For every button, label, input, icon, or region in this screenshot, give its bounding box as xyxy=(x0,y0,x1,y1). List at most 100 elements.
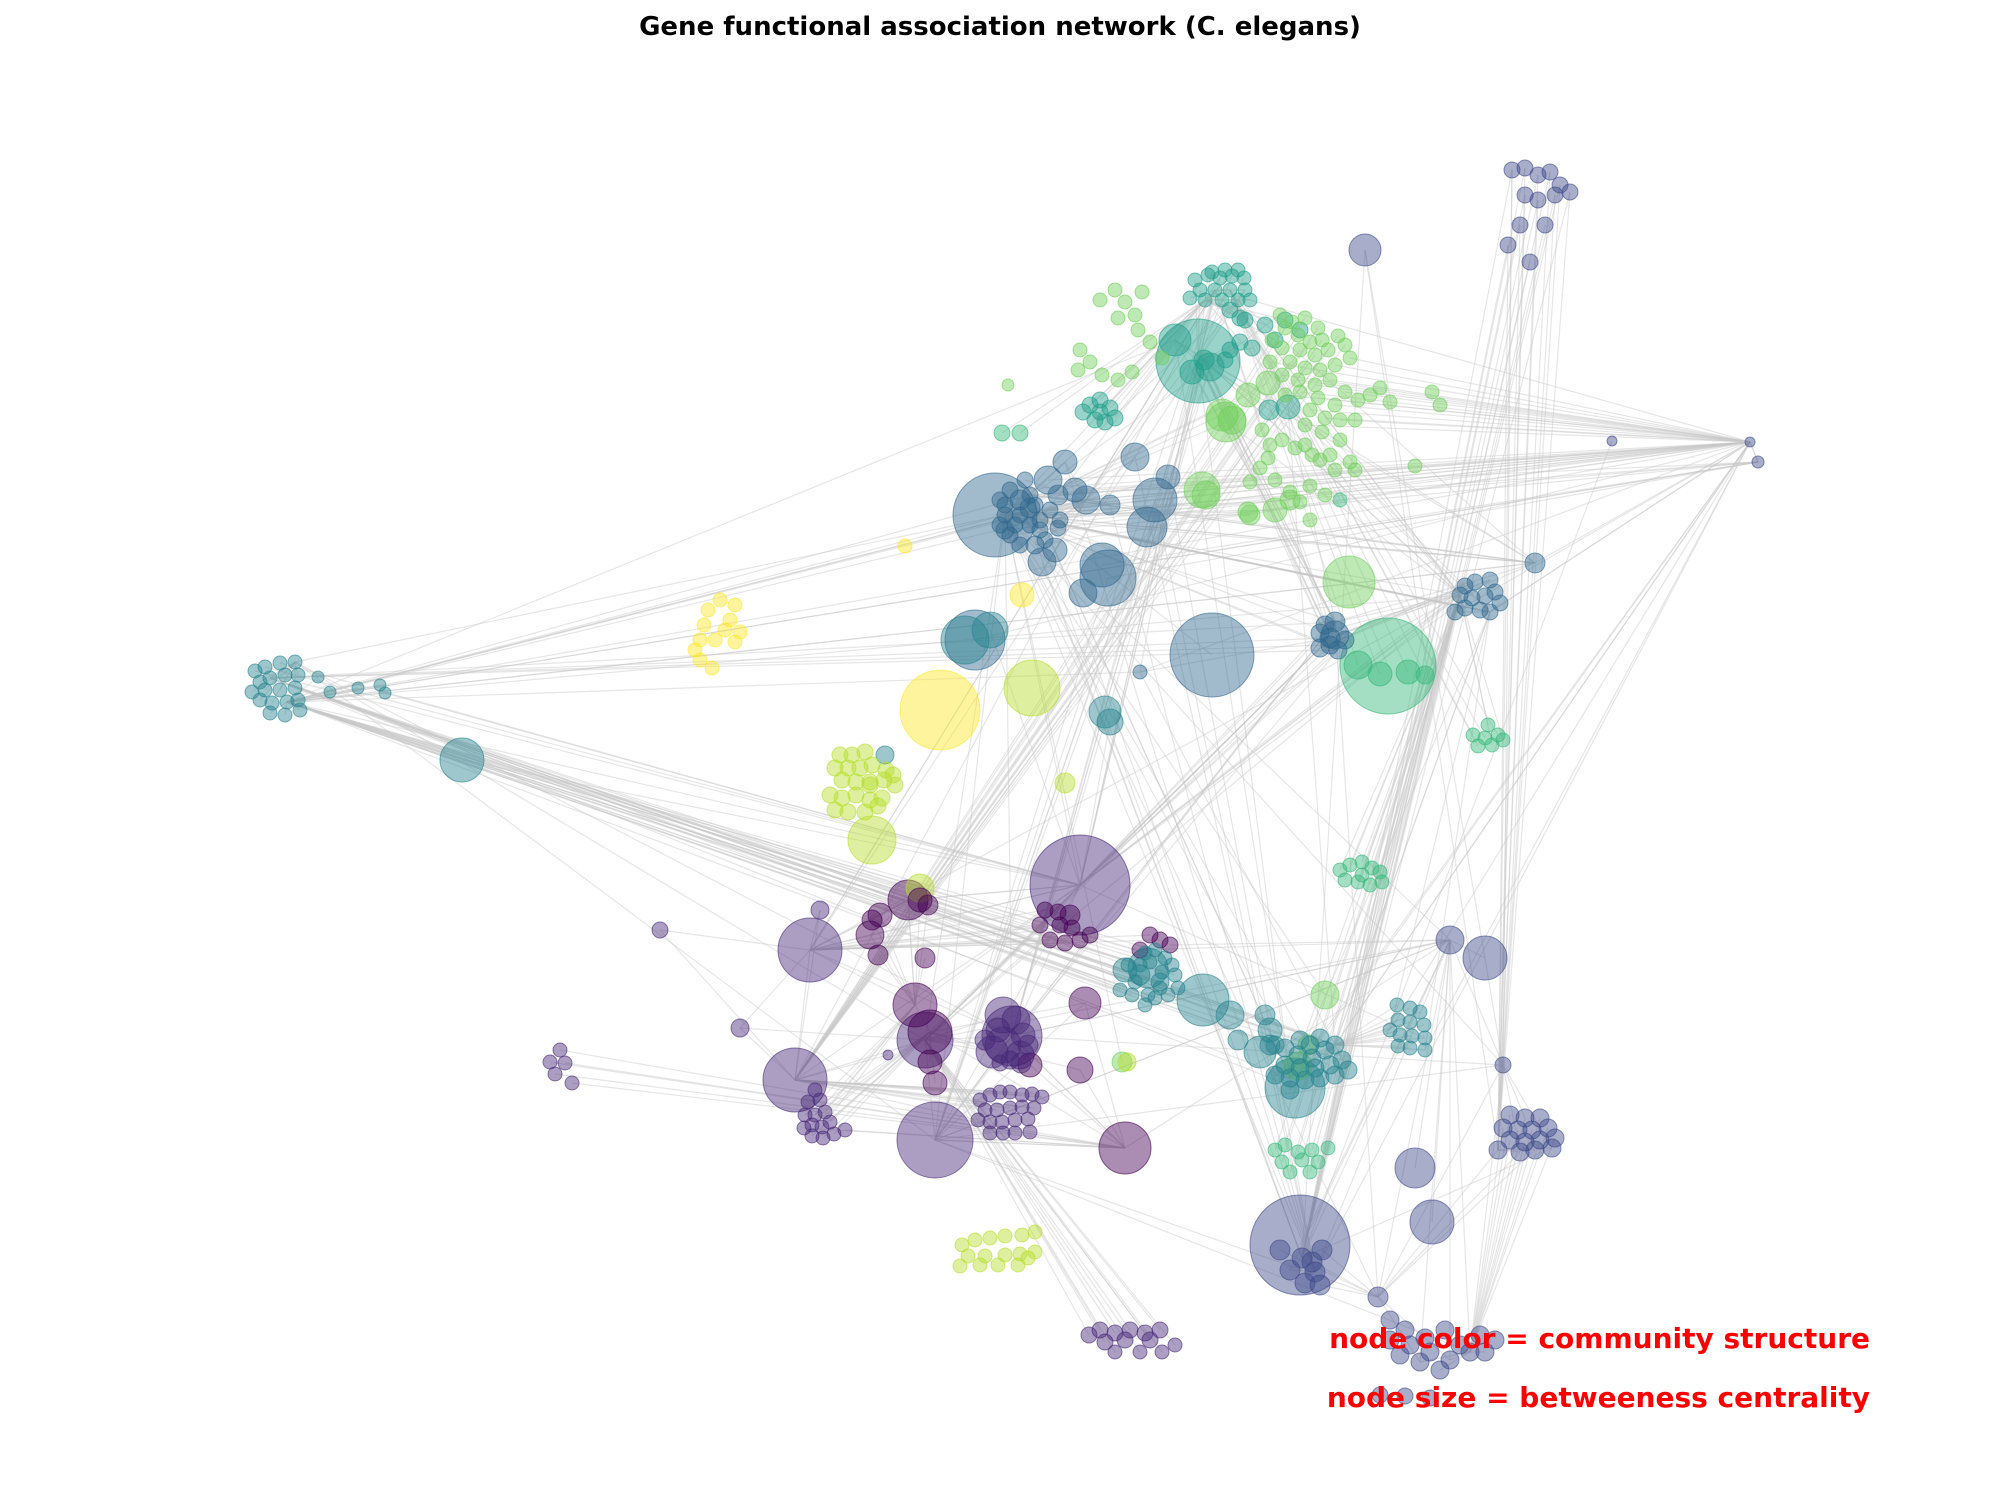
gene-node xyxy=(1430,1360,1450,1380)
edge xyxy=(1459,594,1493,746)
edge xyxy=(1309,409,1751,443)
edge xyxy=(794,1079,1011,1093)
edge xyxy=(1203,359,1461,596)
edge xyxy=(1301,939,1451,1259)
gene-node xyxy=(1510,1142,1530,1162)
edge xyxy=(1377,1064,1504,1298)
gene-node xyxy=(867,944,889,966)
gene-node xyxy=(1435,1320,1455,1340)
gene-node xyxy=(1350,874,1366,890)
gene-node xyxy=(960,1248,976,1264)
edge xyxy=(929,1031,936,1084)
gene-node xyxy=(1054,772,1076,794)
edge xyxy=(1497,224,1521,1151)
gene-node xyxy=(727,597,743,613)
edge xyxy=(934,499,1156,1141)
gene-node xyxy=(1282,1164,1298,1180)
gene-node xyxy=(1096,413,1114,431)
edge xyxy=(269,677,1163,973)
edge xyxy=(809,934,1091,951)
edge xyxy=(461,759,1081,886)
gene-node xyxy=(1197,292,1213,308)
edge xyxy=(1019,461,1759,516)
gene-node xyxy=(1337,337,1353,353)
edge xyxy=(934,939,1451,1141)
gene-node xyxy=(1310,638,1330,658)
edge xyxy=(1079,649,1339,886)
edge xyxy=(1019,514,1536,564)
gene-node xyxy=(557,1055,573,1071)
gene-node xyxy=(1062,477,1088,503)
edge xyxy=(286,514,1006,703)
gene-node xyxy=(1424,384,1440,400)
edge xyxy=(907,884,1081,901)
gene-node xyxy=(373,678,387,692)
gene-node xyxy=(1017,1034,1039,1056)
gene-node xyxy=(1252,460,1268,476)
gene-node xyxy=(1255,370,1281,396)
edge xyxy=(286,701,1121,991)
edge xyxy=(279,661,296,691)
edge xyxy=(286,701,1173,966)
edge xyxy=(1497,169,1513,1151)
edge xyxy=(1497,194,1556,1151)
edge xyxy=(989,629,1081,886)
gene-node xyxy=(1337,872,1353,888)
edge xyxy=(1364,249,1499,1151)
edge xyxy=(1004,489,1203,516)
gene-node xyxy=(1215,1000,1245,1030)
gene-node xyxy=(1021,486,1039,504)
gene-node xyxy=(1280,1080,1300,1100)
edge xyxy=(1197,360,1536,564)
gene-node xyxy=(1348,233,1382,267)
edge xyxy=(794,369,1321,1081)
gene-node xyxy=(1290,1030,1310,1050)
edge xyxy=(269,677,1336,1046)
edge xyxy=(1197,277,1221,362)
edge xyxy=(1329,379,1751,443)
gene-node xyxy=(971,611,1009,649)
edge xyxy=(924,1039,1163,1353)
edge xyxy=(907,899,916,1006)
edge xyxy=(809,924,1041,951)
edge xyxy=(1301,191,1571,1259)
edge xyxy=(1039,519,1213,656)
edge xyxy=(1749,441,1759,463)
edge xyxy=(1029,507,1303,1259)
gene-node xyxy=(1310,320,1326,336)
edge xyxy=(934,884,1081,1141)
gene-node xyxy=(262,705,278,721)
edge xyxy=(269,621,1336,679)
edge xyxy=(1029,494,1041,521)
gene-node xyxy=(1265,1065,1285,1085)
gene-node xyxy=(1126,506,1168,548)
gene-node xyxy=(1242,292,1258,308)
gene-node xyxy=(1167,1337,1183,1353)
edge xyxy=(1304,424,1751,443)
gene-node xyxy=(1150,972,1170,992)
edge xyxy=(814,1031,931,1116)
gene-node xyxy=(982,1114,998,1130)
gene-node xyxy=(1521,253,1539,271)
edge xyxy=(924,1014,1004,1041)
edge xyxy=(739,1027,926,1041)
gene-node xyxy=(244,684,260,700)
gene-node xyxy=(1347,412,1363,428)
gene-node xyxy=(1338,1060,1358,1080)
edge xyxy=(914,957,926,1006)
gene-node xyxy=(826,801,844,819)
edge xyxy=(1011,1035,1021,1056)
edge xyxy=(1079,647,1321,886)
gene-node xyxy=(815,1130,831,1146)
gene-node xyxy=(1395,1320,1415,1340)
edge xyxy=(1469,1064,1504,1353)
gene-node xyxy=(1292,384,1308,400)
edge xyxy=(1424,441,1751,1051)
edge xyxy=(1004,514,1326,996)
edge xyxy=(1019,299,1206,434)
edge xyxy=(871,919,916,1006)
edge xyxy=(1011,621,1336,1037)
gene-node xyxy=(1079,549,1137,607)
gene-node xyxy=(1010,1022,1036,1048)
edge xyxy=(1079,359,1205,886)
